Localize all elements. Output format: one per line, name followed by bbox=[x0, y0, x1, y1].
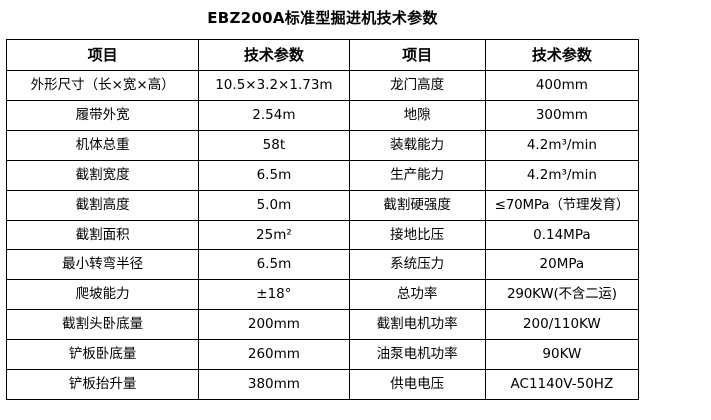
cell-left-value: 200mm bbox=[198, 309, 350, 341]
cell-right-value: ≤70MPa（节理发育） bbox=[484, 189, 640, 221]
cell-left-value: 5.0m bbox=[198, 189, 350, 221]
cell-right-item: 地隙 bbox=[348, 99, 486, 131]
cell-right-item: 系统压力 bbox=[348, 249, 486, 281]
cell-right-item: 生产能力 bbox=[348, 159, 486, 191]
cell-left-value: 380mm bbox=[198, 369, 350, 400]
cell-right-item: 油泵电机功率 bbox=[348, 339, 486, 371]
cell-right-item: 总功率 bbox=[348, 279, 486, 311]
cell-left-value: 6.5m bbox=[198, 249, 350, 281]
cell-right-value: 0.14MPa bbox=[484, 219, 640, 251]
cell-right-value: AC1140V-50HZ bbox=[484, 369, 640, 400]
header-item-left: 项目 bbox=[5, 39, 200, 71]
table-row: 履带外宽 2.54m 地隙 300mm bbox=[5, 99, 640, 131]
cell-left-value: 25m² bbox=[198, 219, 350, 251]
cell-right-value: 400mm bbox=[484, 70, 640, 101]
cell-left-value: ±18° bbox=[198, 279, 350, 311]
cell-left-item: 机体总重 bbox=[5, 129, 200, 161]
specification-table: 项目 技术参数 项目 技术参数 外形尺寸（长×宽×高） 10.5×3.2×1.7… bbox=[5, 39, 640, 400]
cell-left-item: 截割高度 bbox=[5, 189, 200, 221]
table-row: 截割宽度 6.5m 生产能力 4.2m³/min bbox=[5, 159, 640, 191]
table-row: 截割头卧底量 200mm 截割电机功率 200/110KW bbox=[5, 309, 640, 341]
cell-right-item: 装载能力 bbox=[348, 129, 486, 161]
cell-left-value: 58t bbox=[198, 129, 350, 161]
cell-right-item: 接地比压 bbox=[348, 219, 486, 251]
cell-left-item: 截割面积 bbox=[5, 219, 200, 251]
cell-left-item: 铲板抬升量 bbox=[5, 369, 200, 400]
cell-right-item: 供电电压 bbox=[348, 369, 486, 400]
table-row: 截割面积 25m² 接地比压 0.14MPa bbox=[5, 219, 640, 251]
table-row: 铲板卧底量 260mm 油泵电机功率 90KW bbox=[5, 339, 640, 371]
header-item-right: 项目 bbox=[348, 39, 486, 71]
table-row: 外形尺寸（长×宽×高） 10.5×3.2×1.73m 龙门高度 400mm bbox=[5, 70, 640, 101]
cell-right-item: 龙门高度 bbox=[348, 70, 486, 101]
cell-left-item: 外形尺寸（长×宽×高） bbox=[5, 70, 200, 101]
table-row: 最小转弯半径 6.5m 系统压力 20MPa bbox=[5, 249, 640, 281]
table-row: 铲板抬升量 380mm 供电电压 AC1140V-50HZ bbox=[5, 369, 640, 400]
cell-right-value: 4.2m³/min bbox=[484, 129, 640, 161]
cell-left-value: 2.54m bbox=[198, 99, 350, 131]
header-value-left: 技术参数 bbox=[198, 39, 350, 71]
cell-left-item: 截割宽度 bbox=[5, 159, 200, 191]
table-row: 截割高度 5.0m 截割硬强度 ≤70MPa（节理发育） bbox=[5, 189, 640, 221]
cell-right-value: 290KW(不含二运) bbox=[484, 279, 640, 311]
header-value-right: 技术参数 bbox=[484, 39, 640, 71]
table-row: 机体总重 58t 装载能力 4.2m³/min bbox=[5, 129, 640, 161]
cell-right-value: 300mm bbox=[484, 99, 640, 131]
cell-left-item: 最小转弯半径 bbox=[5, 249, 200, 281]
table-row: 爬坡能力 ±18° 总功率 290KW(不含二运) bbox=[5, 279, 640, 311]
cell-left-item: 铲板卧底量 bbox=[5, 339, 200, 371]
cell-left-item: 履带外宽 bbox=[5, 99, 200, 131]
cell-right-value: 90KW bbox=[484, 339, 640, 371]
cell-right-value: 200/110KW bbox=[484, 309, 640, 341]
cell-left-value: 6.5m bbox=[198, 159, 350, 191]
cell-left-value: 260mm bbox=[198, 339, 350, 371]
cell-right-item: 截割硬强度 bbox=[348, 189, 486, 221]
cell-left-item: 爬坡能力 bbox=[5, 279, 200, 311]
page-title: EBZ200A标准型掘进机技术参数 bbox=[207, 9, 438, 27]
cell-right-value: 4.2m³/min bbox=[484, 159, 640, 191]
cell-right-item: 截割电机功率 bbox=[348, 309, 486, 341]
cell-left-item: 截割头卧底量 bbox=[5, 309, 200, 341]
cell-right-value: 20MPa bbox=[484, 249, 640, 281]
table-header-row: 项目 技术参数 项目 技术参数 bbox=[5, 39, 640, 71]
cell-left-value: 10.5×3.2×1.73m bbox=[198, 70, 350, 101]
